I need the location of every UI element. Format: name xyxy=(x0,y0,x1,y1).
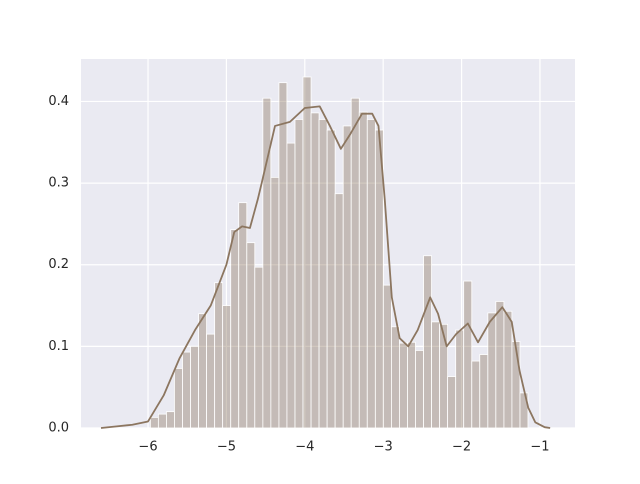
bar xyxy=(447,376,457,429)
kde-line xyxy=(100,105,551,429)
x-tick-label: −5 xyxy=(217,440,236,455)
bar xyxy=(246,242,256,429)
x-tick-label: −3 xyxy=(374,440,393,455)
bar xyxy=(342,125,352,429)
bar xyxy=(463,280,473,429)
bar xyxy=(503,310,513,429)
bar xyxy=(439,323,449,429)
y-tick-label: 0.1 xyxy=(48,339,69,354)
x-tick-label: −4 xyxy=(295,440,314,455)
bar xyxy=(214,282,224,429)
bar xyxy=(286,142,296,429)
bar xyxy=(391,326,400,429)
x-tick-label: −1 xyxy=(530,440,549,455)
y-tick-label: 0.0 xyxy=(48,421,69,436)
bar xyxy=(487,312,497,429)
bar xyxy=(382,284,392,429)
bar xyxy=(423,255,432,429)
bar xyxy=(294,119,304,429)
bar xyxy=(190,345,199,429)
bar xyxy=(415,350,424,429)
bar xyxy=(407,341,416,429)
x-tick-label: −2 xyxy=(452,440,471,455)
bar xyxy=(157,413,167,429)
bar xyxy=(358,111,368,429)
bar xyxy=(166,411,175,429)
bar xyxy=(318,119,328,429)
y-tick-label: 0.4 xyxy=(48,94,69,109)
bar xyxy=(334,193,344,429)
bar xyxy=(431,321,441,429)
x-tick-label: −6 xyxy=(138,440,157,455)
bar xyxy=(399,342,408,429)
bar xyxy=(270,176,280,429)
y-tick-label: 0.3 xyxy=(48,176,69,191)
bar xyxy=(198,313,207,429)
bar xyxy=(254,266,264,429)
bar xyxy=(302,76,312,429)
y-tick-label: 0.2 xyxy=(48,257,69,272)
bar xyxy=(479,354,489,429)
bar xyxy=(206,333,216,429)
bar xyxy=(495,301,505,429)
bar xyxy=(182,351,191,429)
bar xyxy=(326,129,336,429)
bar xyxy=(471,360,481,429)
bar xyxy=(366,119,376,429)
bar xyxy=(238,202,248,429)
bar xyxy=(511,341,521,429)
bar xyxy=(278,82,288,429)
bar xyxy=(455,329,465,429)
bar xyxy=(149,416,159,429)
bar xyxy=(174,368,183,429)
bar xyxy=(350,97,360,429)
bar xyxy=(230,229,240,429)
bar xyxy=(310,112,320,429)
bar xyxy=(222,305,232,429)
